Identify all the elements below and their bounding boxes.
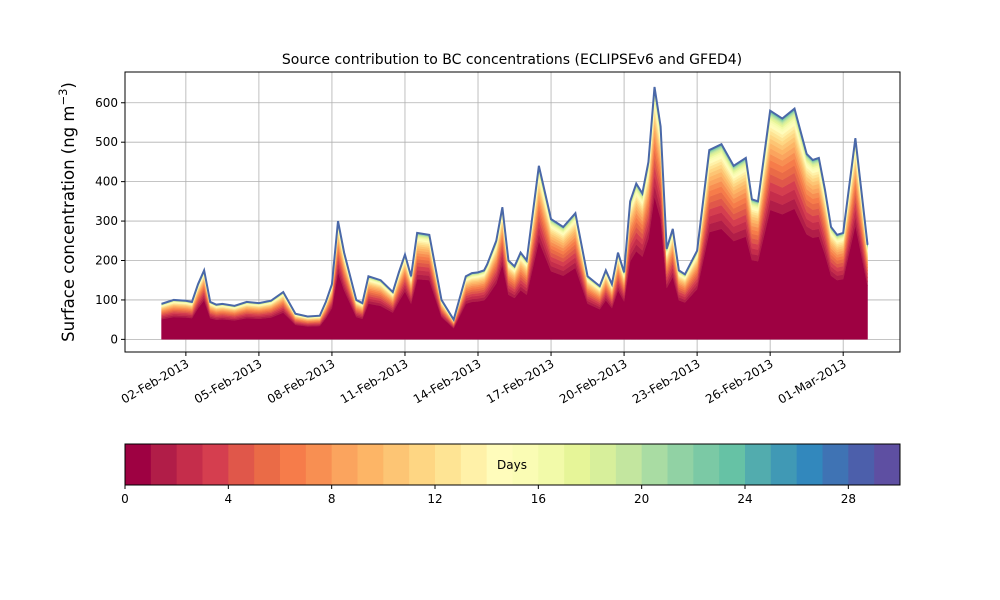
colorbar-cell — [641, 444, 668, 485]
colorbar-cell — [383, 444, 410, 485]
colorbar-cell — [176, 444, 203, 485]
colorbar-cell — [796, 444, 823, 485]
x-axis: 02-Feb-2013 05-Feb-2013 08-Feb-2013 11-Feb-… — [119, 352, 849, 407]
x-tick-label: 14-Feb-2013 — [411, 356, 484, 406]
x-tick-label: 17-Feb-2013 — [484, 356, 557, 406]
colorbar-cell — [538, 444, 565, 485]
plot-frame — [124, 71, 901, 353]
colorbar-cell — [848, 444, 875, 485]
colorbar-tick-label: 24 — [737, 492, 752, 506]
colorbar-cell — [719, 444, 746, 485]
colorbar-cell — [280, 444, 307, 485]
colorbar-tick-label: 8 — [328, 492, 336, 506]
colorbar-cell — [150, 444, 178, 485]
colorbar-cell — [770, 444, 798, 485]
x-tick-label: 01-Mar-2013 — [776, 356, 849, 406]
y-tick-label: 200 — [95, 254, 118, 268]
colorbar-cell — [590, 444, 617, 485]
colorbar-frame — [124, 443, 901, 486]
x-tick-label: 11-Feb-2013 — [338, 356, 411, 406]
y-tick-label: 500 — [95, 135, 118, 149]
colorbar-tick-label: 20 — [634, 492, 649, 506]
x-tick-label: 05-Feb-2013 — [192, 356, 265, 406]
x-tick-label: 20-Feb-2013 — [557, 356, 630, 406]
colorbar-cell — [305, 444, 333, 485]
colorbar-ticks: 0 4 8 12 16 20 24 28 — [121, 485, 856, 506]
y-tick-label: 400 — [95, 175, 118, 189]
y-axis-label-main: Surface concentration (ng m — [59, 106, 78, 342]
colorbar-cell — [745, 444, 772, 485]
total-line-layer — [161, 86, 869, 323]
total-concentration-line — [161, 86, 869, 323]
colorbar-cell — [693, 444, 720, 485]
colorbar-cell — [486, 444, 513, 485]
colorbar-tick-label: 0 — [121, 492, 129, 506]
colorbar-cell — [615, 444, 643, 485]
colorbar-cell — [125, 444, 152, 485]
colorbar-cell — [564, 444, 591, 485]
colorbar-tick-label: 4 — [225, 492, 233, 506]
colorbar-cell — [512, 444, 539, 485]
colorbar-tick-label: 16 — [531, 492, 546, 506]
colorbar-cell — [254, 444, 281, 485]
y-axis-label-suffix: ) — [59, 82, 78, 88]
colorbar-cell — [409, 444, 436, 485]
main-axes: 0 100 200 300 400 500 600 02-Feb-2013 05-Feb-20… — [95, 71, 901, 407]
colorbar-cell — [331, 444, 358, 485]
x-tick-label: 23-Feb-2013 — [630, 356, 703, 406]
y-tick-label: 600 — [95, 96, 118, 110]
y-axis-label: Surface concentration (ng m−3) — [56, 82, 78, 342]
y-tick-label: 0 — [110, 332, 118, 346]
colorbar-cell — [460, 444, 488, 485]
colorbar-cell — [667, 444, 694, 485]
colorbar-tick-label: 28 — [841, 492, 856, 506]
colorbar-cell — [822, 444, 849, 485]
colorbar-cells — [125, 444, 901, 485]
colorbar-cell — [357, 444, 384, 485]
y-tick-label: 100 — [95, 293, 118, 307]
colorbar-cell — [202, 444, 229, 485]
x-tick-label: 02-Feb-2013 — [119, 356, 192, 406]
chart-title: Source contribution to BC concentrations… — [282, 52, 742, 68]
colorbar-cell — [874, 444, 901, 485]
y-tick-label: 300 — [95, 214, 118, 228]
x-tick-label: 26-Feb-2013 — [703, 356, 776, 406]
colorbar: 0 4 8 12 16 20 24 28 Days — [121, 443, 901, 506]
colorbar-cell — [228, 444, 255, 485]
y-axis-label-exponent: −3 — [56, 89, 70, 106]
y-axis: 0 100 200 300 400 500 600 — [95, 96, 125, 346]
colorbar-tick-label: 12 — [427, 492, 442, 506]
colorbar-cell — [435, 444, 462, 485]
x-tick-label: 08-Feb-2013 — [265, 356, 338, 406]
colorbar-label: Days — [497, 458, 527, 472]
